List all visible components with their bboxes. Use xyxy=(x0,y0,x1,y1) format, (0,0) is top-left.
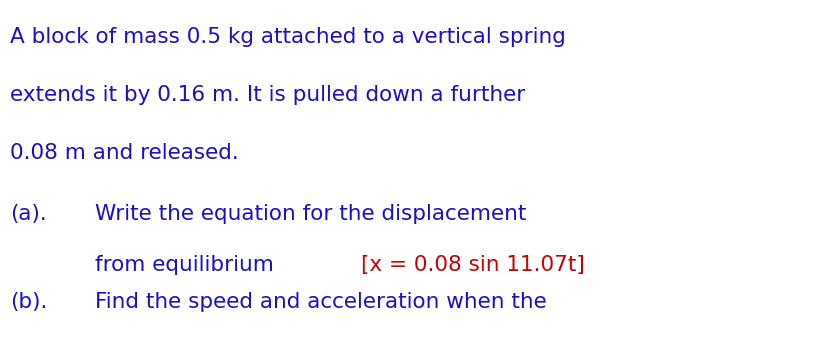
Text: (b).: (b). xyxy=(10,292,47,312)
Text: 0.08 m and released.: 0.08 m and released. xyxy=(10,143,238,163)
Text: (a).: (a). xyxy=(10,204,47,224)
Text: Find the speed and acceleration when the: Find the speed and acceleration when the xyxy=(95,292,547,312)
Text: Write the equation for the displacement: Write the equation for the displacement xyxy=(95,204,526,224)
Text: [x = 0.08 sin 11.07t]: [x = 0.08 sin 11.07t] xyxy=(361,255,584,275)
Text: A block of mass 0.5 kg attached to a vertical spring: A block of mass 0.5 kg attached to a ver… xyxy=(10,27,566,47)
Text: from equilibrium: from equilibrium xyxy=(95,255,301,275)
Text: extends it by 0.16 m. It is pulled down a further: extends it by 0.16 m. It is pulled down … xyxy=(10,85,525,105)
